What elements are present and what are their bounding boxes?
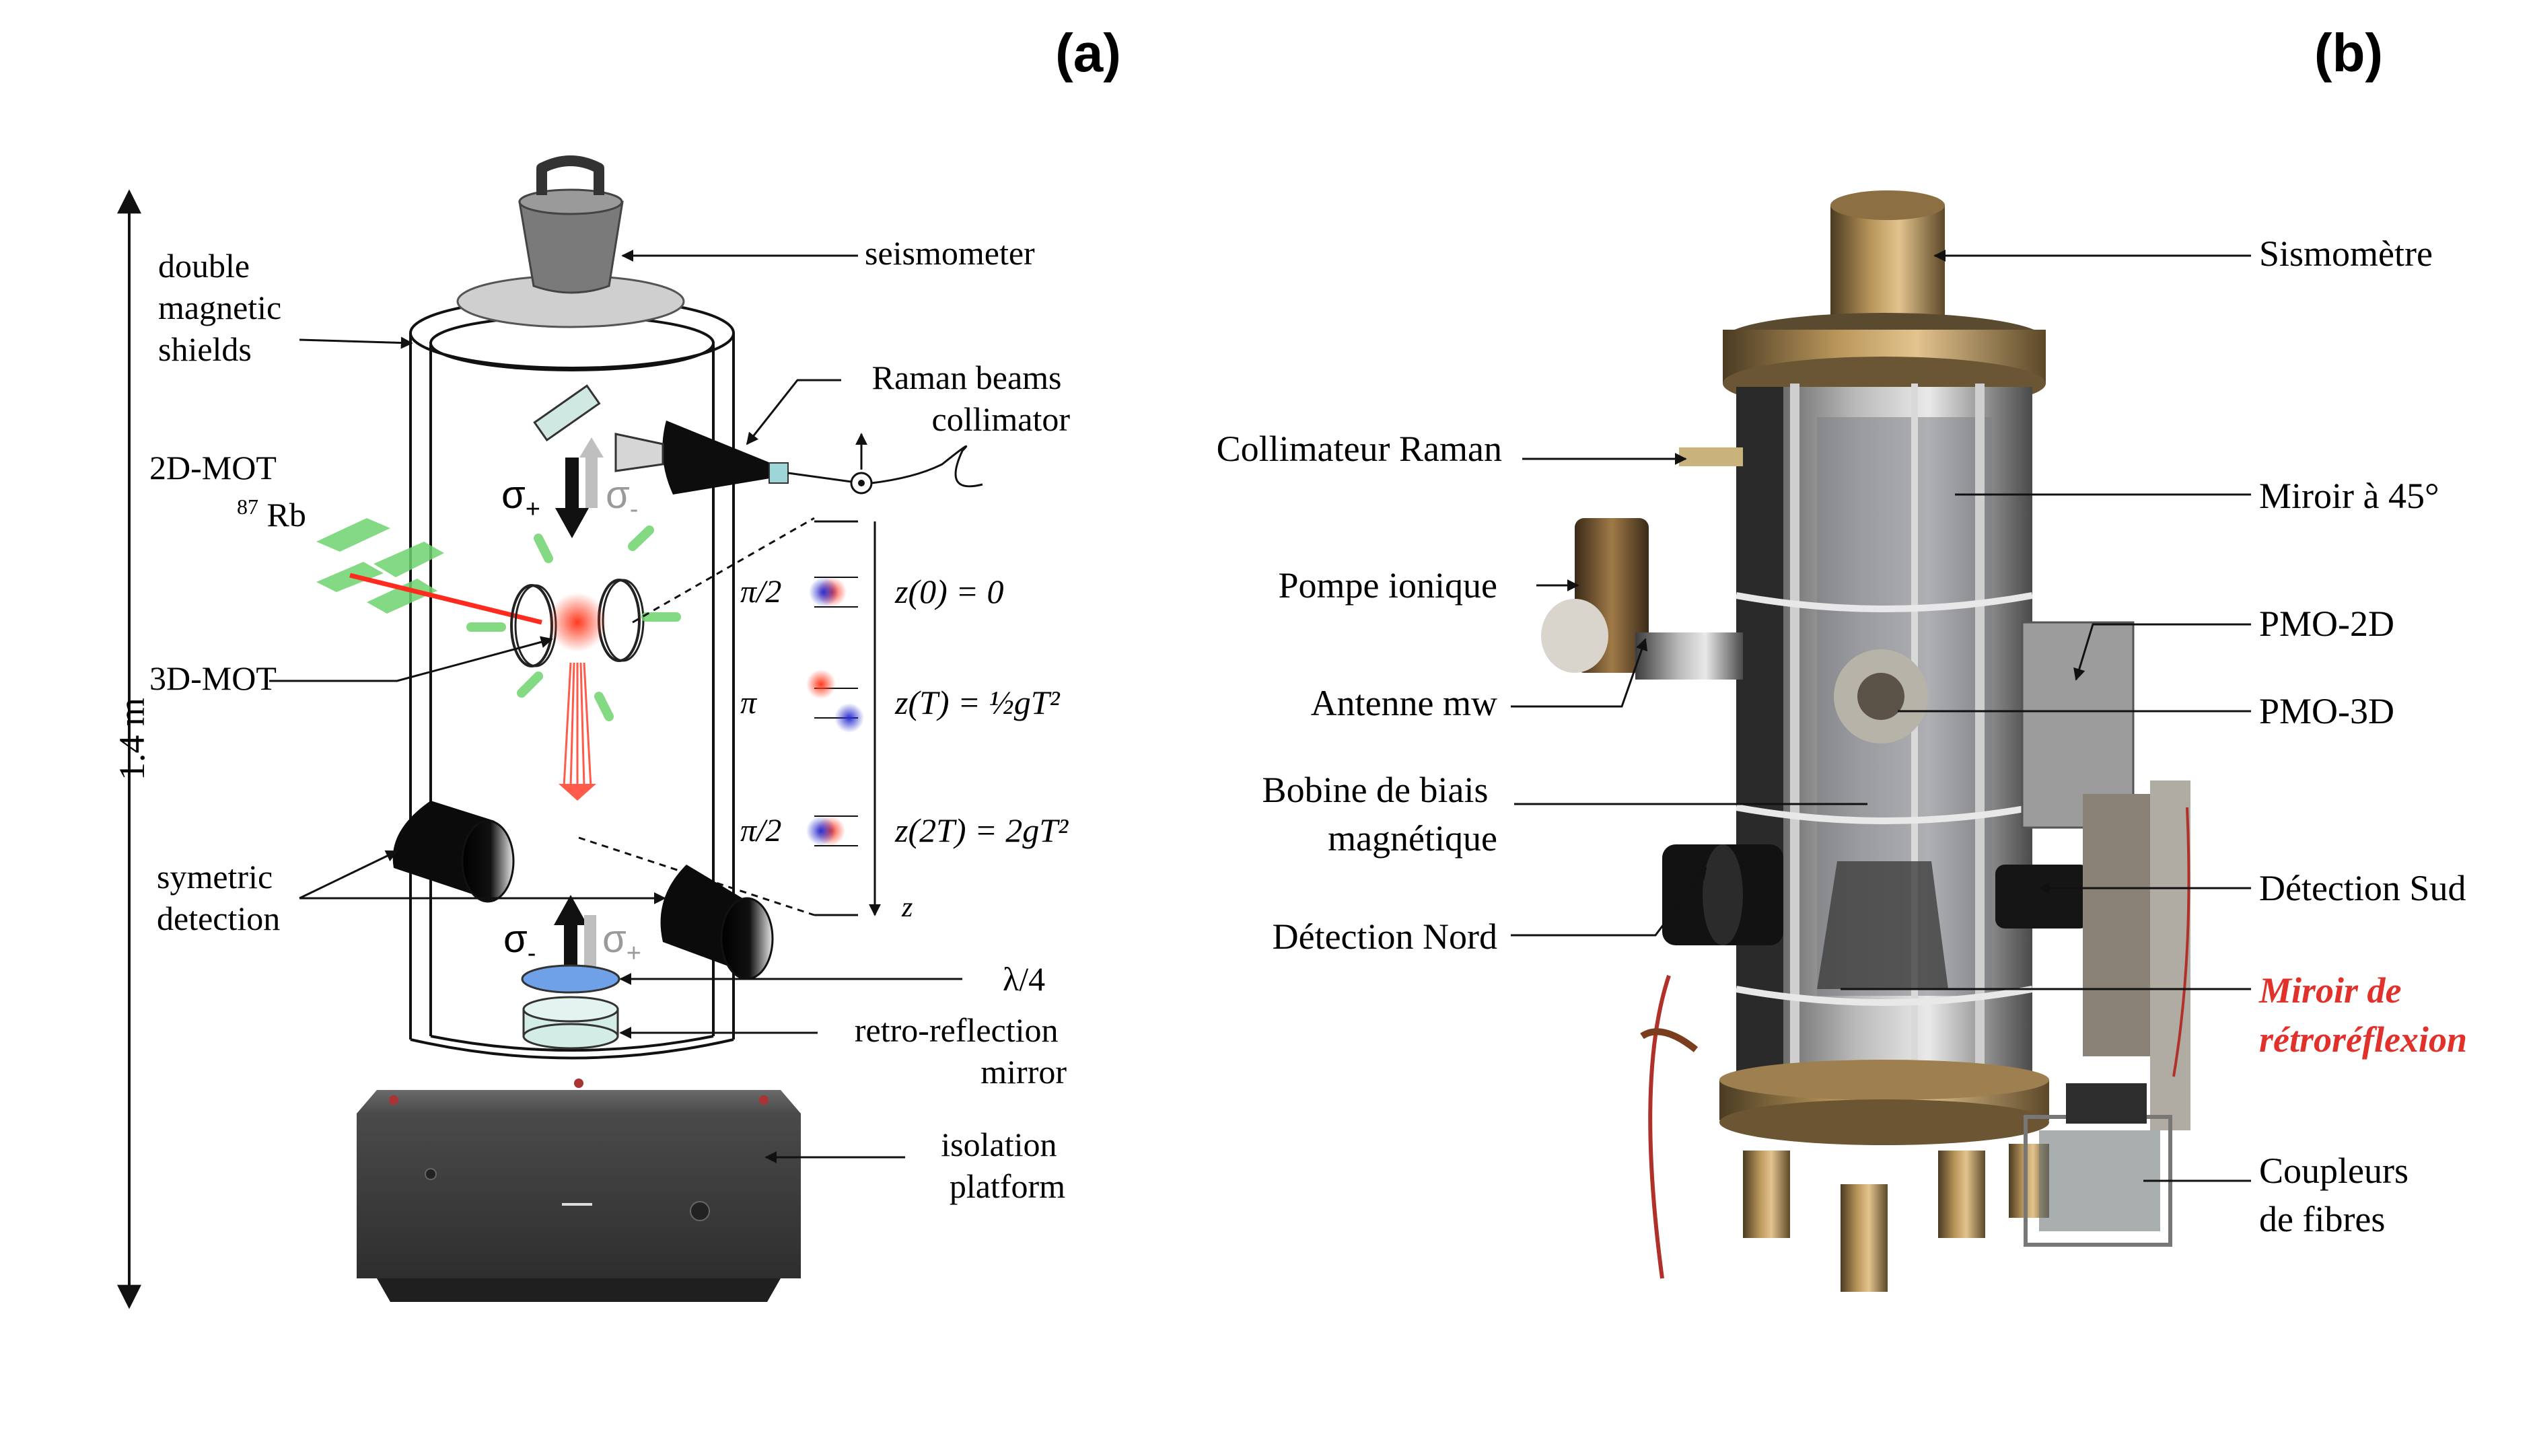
sismometre-label: Sismomètre: [2259, 233, 2433, 274]
pulse-label: π/2: [740, 813, 781, 848]
height-label: 1.4 m: [112, 698, 152, 780]
position-label: z(0) = 0: [894, 573, 1004, 610]
bobine-label: Bobine de biais magnétique: [1262, 770, 1497, 859]
mot-3d-pointer: [269, 636, 553, 682]
z-axis-label: z: [901, 892, 913, 923]
retro-mirror-icon: [522, 996, 619, 1050]
collimateur-label: Collimateur Raman: [1217, 429, 1502, 469]
detection-label: symetric detection: [157, 858, 281, 937]
sigma-minus-top: σ-: [606, 473, 638, 523]
pulse-label: π/2: [740, 574, 781, 610]
atom-cloud: [834, 703, 864, 733]
pulse-rows: π/2 z(0) = 0 π z(T) = ½gT² π/2 z(2T) = 2gT²: [740, 573, 1069, 849]
position-label: z(T) = ½gT²: [894, 684, 1061, 721]
pulse-row: π z(T) = ½gT²: [740, 669, 1061, 733]
detection-sud-label: Détection Sud: [2259, 868, 2466, 908]
apparatus-photo: [1541, 190, 2190, 1292]
atom-cloud: [806, 816, 836, 846]
coupleurs-label: Coupleurs de fibres: [2259, 1151, 2418, 1239]
isolation-platform-label: isolation platform: [941, 1126, 1065, 1205]
miroir-45-label: Miroir à 45°: [2259, 476, 2439, 516]
pmo-3d-label: PMO-3D: [2259, 691, 2394, 731]
shield-pointer: [299, 336, 413, 349]
mot-3d-icon: [466, 525, 681, 801]
miroir-retro-label: Miroir de rétroréflexion: [2258, 970, 2467, 1060]
raman-collimator-label: Raman beams collimator: [872, 359, 1071, 438]
atom-cloud: [809, 577, 839, 607]
antenne-label: Antenne mw: [1311, 683, 1497, 723]
detection-north-pointer: [299, 850, 398, 900]
raman-collimator-icon: [614, 421, 983, 495]
pulse-sequence: z: [814, 520, 913, 923]
panel-b: (b): [1217, 23, 2467, 1292]
detection-north-cylinder: [392, 801, 515, 903]
pmo-2d-label: PMO-2D: [2259, 604, 2394, 644]
panel-a: (a) 1.4 m: [112, 23, 1121, 1309]
isolation-platform-icon: [357, 1079, 801, 1302]
seismometer-icon: [456, 155, 685, 328]
lambda-quarter-label: λ/4: [1003, 960, 1045, 998]
quarter-wave-plate: [521, 964, 620, 994]
detection-nord-label: Détection Nord: [1273, 916, 1497, 957]
double-magnetic-shields-label: double magnetic shields: [158, 247, 290, 368]
atom-cloud: [806, 669, 836, 699]
pompe-ionique-label: Pompe ionique: [1279, 565, 1497, 606]
seismometer-label: seismometer: [865, 234, 1035, 272]
pulse-label: π: [740, 685, 758, 721]
mot-2d-icon: [316, 518, 542, 625]
raman-beam-arrows-top: [555, 437, 604, 538]
panel-b-tag: (b): [2314, 23, 2383, 83]
pulse-row: π/2 z(2T) = 2gT²: [740, 811, 1069, 849]
mot-3d-label: 3D-MOT: [149, 659, 277, 697]
retro-mirror-label: retro-reflection mirror: [855, 1011, 1067, 1091]
mirror-45: [533, 384, 601, 442]
raman-collimator-pointer: [746, 379, 841, 445]
panel-b-pointers: [1511, 250, 2251, 1182]
projection-line-top: [632, 517, 815, 624]
position-label: z(2T) = 2gT²: [894, 811, 1069, 849]
panel-a-tag: (a): [1055, 23, 1121, 83]
rb87-label: 87 Rb: [237, 484, 306, 534]
sigma-minus-bottom: σ-: [503, 917, 536, 968]
sigma-plus-bottom: σ+: [602, 917, 641, 968]
pulse-row: π/2 z(0) = 0: [740, 573, 1004, 610]
sigma-plus-top: σ+: [501, 473, 540, 523]
mot-2d-label: 2D-MOT: [149, 449, 277, 486]
detection-south-cylinder: [660, 865, 774, 980]
